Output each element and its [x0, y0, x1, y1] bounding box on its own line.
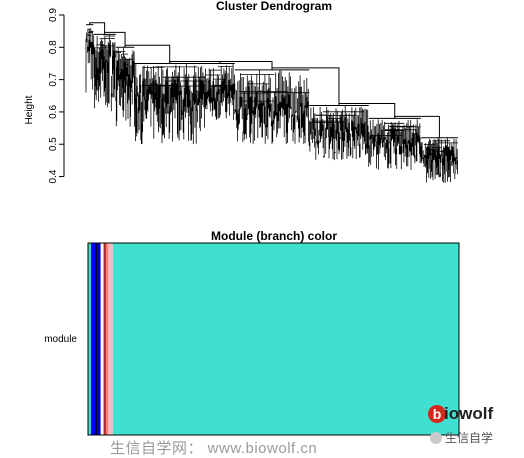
wechat-label: 生信自学 — [445, 431, 494, 445]
module-band-9 — [113, 243, 460, 435]
y-tick-label: 0.9 — [48, 8, 59, 22]
dendrogram-y-axis: 0.4 0.5 0.6 0.7 0.8 0.9 — [48, 8, 65, 183]
module-color-frame — [87, 242, 460, 436]
module-band-6 — [105, 243, 109, 435]
wechat-icon — [430, 432, 442, 444]
cluster-connector — [219, 60, 273, 70]
module-band-1 — [90, 243, 96, 435]
y-tick-label: 0.4 — [48, 169, 59, 183]
cluster-connector — [89, 22, 106, 35]
module-row-label: module — [44, 334, 77, 345]
dendrogram-cluster-2 — [115, 47, 135, 127]
dendrogram-cluster-8 — [420, 137, 458, 183]
cluster-connector — [338, 102, 396, 119]
dendrogram-cluster-6 — [308, 105, 369, 161]
module-band-7 — [108, 243, 112, 435]
dendrogram-y-axis-label: Height — [24, 95, 35, 124]
module-color-bar — [88, 243, 460, 435]
dendrogram-cluster-1 — [93, 35, 116, 112]
wechat-watermark: 生信自学 — [430, 429, 493, 446]
module-band-3 — [96, 243, 101, 435]
y-tick-label: 0.7 — [48, 72, 59, 86]
biowolf-logo: b iowolf — [428, 404, 518, 429]
module-band-4 — [100, 243, 104, 435]
dendrogram-cluster-5 — [234, 70, 310, 145]
dendrogram-cluster-3 — [134, 63, 205, 145]
y-tick-label: 0.8 — [48, 40, 59, 54]
logo-text: iowolf — [444, 404, 494, 423]
y-tick-label: 0.6 — [48, 105, 59, 119]
dendrogram-cluster-0 — [85, 28, 94, 93]
cluster-connector — [124, 44, 171, 64]
module-band-0 — [88, 243, 92, 435]
dendrogram-title: Cluster Dendrogram — [216, 0, 332, 13]
footer-watermark: 生信自学网： www.biowolf.cn — [110, 440, 318, 457]
cluster-connector — [394, 115, 440, 138]
dendrogram-cluster-4 — [204, 63, 236, 121]
cluster-connector — [104, 31, 126, 48]
module-band-8 — [111, 243, 114, 435]
logo-o-icon: b — [428, 405, 446, 423]
module-color-title: Module (branch) color — [211, 229, 337, 243]
module-band-2 — [95, 243, 98, 435]
cluster-connector — [271, 67, 340, 106]
module-band-5 — [103, 243, 107, 435]
dendrogram-branches — [85, 22, 458, 183]
y-tick-label: 0.5 — [48, 137, 59, 151]
dendrogram-cluster-7 — [368, 119, 421, 170]
